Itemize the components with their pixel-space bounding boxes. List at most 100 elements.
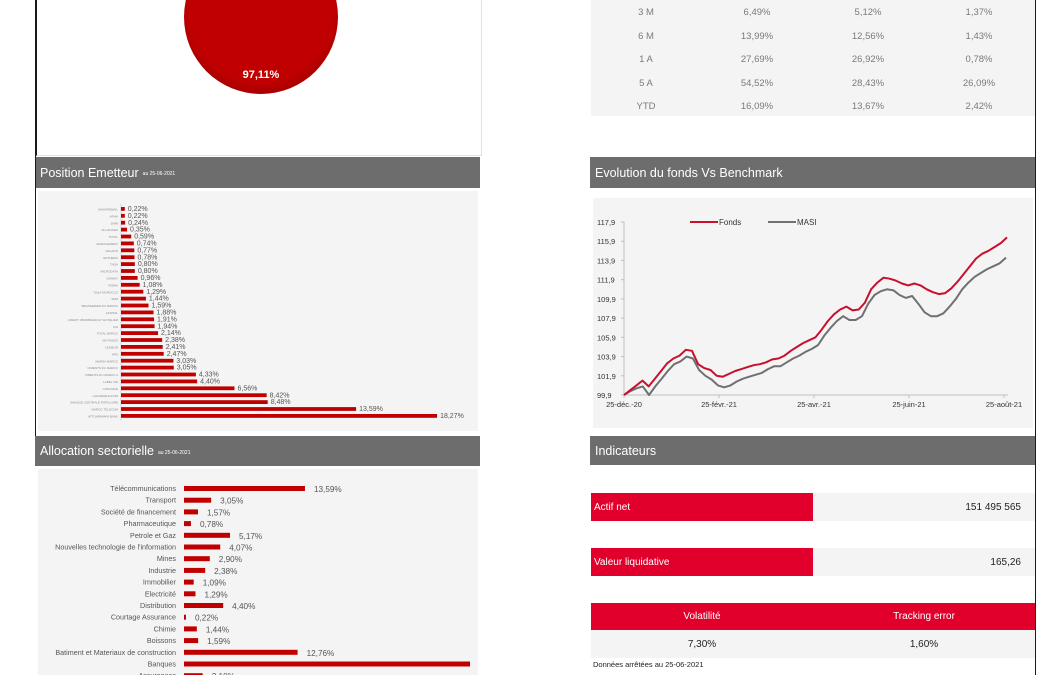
secteur-category-label: Distribution [140,601,176,610]
performance-cell-period: 3 M [638,7,654,18]
emetteur-category-label: SOTHEMA [103,256,118,260]
secteur-category-label: Electricité [145,589,176,598]
pie-slice [184,0,338,94]
valeur-liquidative-value: 165,26 [813,548,1035,576]
performance-row: YTD 16,09% 13,67% 2,42% [591,95,1035,118]
emetteur-category-label: TAQA [110,263,118,267]
indicateurs-title: Indicateurs [595,443,657,458]
emetteur-category-label: CIH [113,325,118,329]
emetteur-category-label: BANQUE CENTRALE POPULAIRE [70,401,118,405]
emetteur-category-label: AFMA [110,214,118,218]
emetteur-category-label: TOTAL MAROC [97,332,119,336]
secteur-value-label: 12,76% [307,649,335,658]
emetteur-value-label: 18,27% [440,413,464,420]
emetteur-category-label: COSUMAR [103,387,119,391]
emetteur-category-label: SALAFIN [105,249,118,253]
secteur-category-label: Petrole et Gaz [130,531,176,540]
secteur-value-label: 1,09% [203,579,226,588]
evolution-line-chart: 99,9 101,9 103,9 105,9 107,9 109,9 111,9 113,9 1… [597,218,1022,409]
data-date-footnote: Données arrêtées au 25-06-2021 [593,660,704,669]
emetteur-category-label: LESIEUR [105,346,119,350]
secteur-bar [184,603,224,608]
emetteur-value-label: 0,80% [138,261,158,268]
emetteur-category-label: TAQA MOROCCO [93,290,118,294]
y-tick-label: 115,9 [597,237,615,246]
y-tick-label: 113,9 [597,256,615,265]
y-tick-label: 109,9 [597,295,616,304]
tracking-error-value: 1,60% [813,630,1035,658]
secteur-bar [184,521,191,527]
emetteur-bar [121,213,125,218]
y-tick-label: 105,9 [597,333,616,342]
performance-cell-period: YTD [636,101,656,112]
emetteur-category-label: ATTIJARIWAFA BANK [88,415,118,419]
emetteur-value-label: 0,80% [138,268,158,275]
emetteur-value-label: 0,77% [137,247,157,254]
secteur-category-label: Batiment et Materiaux de construction [55,648,176,657]
performance-cell-benchmark: 13,67% [851,101,885,112]
emetteur-bar [121,345,163,349]
secteur-bar [184,544,221,550]
secteur-category-label: Assurances [138,671,176,675]
secteur-bar [184,509,198,515]
performance-cell-benchmark: 26,92% [851,54,885,65]
secteur-value-label: 1,44% [206,625,229,634]
emetteur-bar [121,365,174,370]
emetteur-value-label: 0,22% [128,206,148,213]
legend-label-fonds: Fonds [719,218,741,227]
emetteur-category-label: BRASSERIES DU MAROC [82,304,119,308]
secteur-category-label: Pharmaceutique [124,519,176,528]
performance-cell-period: 1 A [639,54,653,65]
emetteur-value-label: 2,38% [165,337,185,344]
secteur-category-label: Nouvelles technologie de l'information [55,543,176,552]
emetteur-value-label: 1,59% [152,303,172,310]
secteur-category-label: Mines [157,554,177,563]
emetteur-category-label: MAROC TELECOM [92,408,119,412]
emetteur-bar [121,241,134,246]
emetteur-category-label: HPS [112,352,118,356]
pie-chart: 97,11% [184,0,338,94]
emetteur-bar [121,310,154,315]
performance-cell-period: 6 M [638,30,654,42]
evolution-header: Evolution du fonds Vs Benchmark [590,157,1035,188]
emetteur-category-label: SRM [111,297,118,301]
emetteur-value-label: 1,29% [146,289,166,296]
secteur-value-label: 1,59% [207,637,230,646]
emetteur-value-label: 3,05% [177,365,197,372]
emetteur-category-label: CREDIT IMMOBILIER ET HOTELIER [68,318,119,322]
secteur-value-label: 5,17% [239,532,262,541]
performance-row: 1 A 27,69% 26,92% 0,78% [591,48,1035,71]
secteur-value-label: 1,29% [204,590,227,599]
emetteur-value-label: 0,35% [130,227,150,234]
actif-net-label: Actif net [591,493,813,521]
y-tick-label: 101,9 [597,372,616,381]
emetteur-bar [121,351,164,356]
performance-cell-fonds: 13,99% [740,30,774,42]
emetteur-bar [121,276,138,280]
emetteur-title: Position Emetteur [40,165,139,180]
secteur-bar [184,486,305,491]
emetteur-value-label: 0,22% [128,213,148,220]
emetteur-value-label: 8,42% [270,392,290,399]
secteur-bar [184,532,231,538]
emetteur-date: au 25-06-2021 [142,171,176,177]
tracking-error-label: Tracking error [813,603,1035,630]
emetteur-bar [121,407,357,411]
emetteur-category-label: ALLIANCES [101,228,118,232]
secteur-value-label: 4,07% [229,544,252,553]
emetteur-bar [121,324,155,329]
emetteur-bar [121,386,235,391]
emetteur-category-label: AKDITAL [106,311,119,315]
emetteur-bar [121,255,135,260]
emetteur-bar [121,289,144,294]
emetteur-value-label: 13,59% [359,406,383,413]
emetteur-category-label: MUTANDIS [103,339,118,343]
emetteur-category-label: DARI [111,221,118,225]
emetteur-bar [121,234,132,239]
emetteur-bar [121,303,149,308]
evolution-title: Evolution du fonds Vs Benchmark [595,165,783,180]
secteur-value-label: 3,05% [220,497,243,506]
emetteur-value-label: 0,24% [128,220,148,227]
secteur-value-label: 2,38% [214,567,237,576]
emetteur-bar [121,207,125,211]
